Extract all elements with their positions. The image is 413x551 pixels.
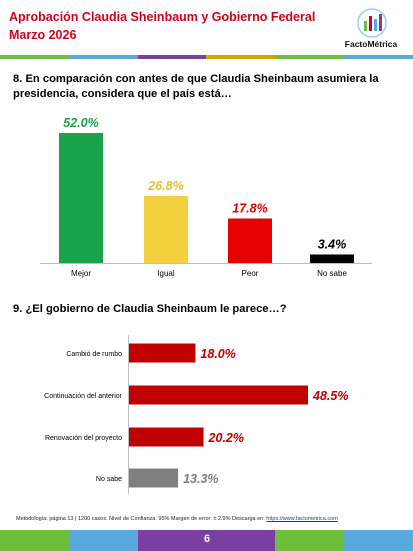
footer-bar <box>0 530 413 551</box>
category-label: No sabe <box>317 269 347 278</box>
logo-icon <box>357 8 387 38</box>
category-label: Igual <box>157 269 175 278</box>
factometrica-logo: FactoMétrica <box>334 6 408 52</box>
download-link[interactable]: https://www.factometrica.com <box>266 516 338 522</box>
footer-segment-2 <box>137 530 207 551</box>
category-label: Renovación del proyecto <box>45 435 122 442</box>
methodology-text: Metodología: página 13 | 1200 casos. Niv… <box>16 516 267 522</box>
bar-no-sabe <box>310 254 354 263</box>
question-8: 8. En comparación con antes de que Claud… <box>13 73 379 100</box>
footer-segment-4 <box>275 530 345 551</box>
category-label: Peor <box>242 269 259 278</box>
page-subtitle: Marzo 2026 <box>9 28 77 42</box>
data-label: 52.0% <box>63 116 98 130</box>
footer-segment-1 <box>68 530 138 551</box>
stripe-segment-5 <box>344 55 413 59</box>
data-label: 48.5% <box>312 389 348 403</box>
stripe-segment-0 <box>0 55 69 59</box>
bar-renovación-del-proyecto <box>129 427 204 447</box>
chart-question-8: 52.0% Mejor 26.8% Igual 17.8% Peor 3.4% No sabe <box>40 116 372 278</box>
page-title: Aprobación Claudia Sheinbaum y Gobierno … <box>9 10 316 24</box>
footer-segment-0 <box>0 530 69 551</box>
bar-igual <box>144 196 188 263</box>
bar-peor <box>228 218 272 263</box>
stripe-segment-1 <box>68 55 138 59</box>
data-label: 26.8% <box>147 179 183 193</box>
bar-cambió-de-rumbo <box>129 343 196 363</box>
bar-no-sabe <box>129 468 179 488</box>
category-label: Mejor <box>71 269 91 278</box>
bar-mejor <box>59 133 103 263</box>
category-label: Continuación del anterior <box>44 393 122 400</box>
question-9: 9. ¿El gobierno de Claudia Sheinbaum le … <box>13 303 287 315</box>
category-label: No sabe <box>96 476 122 483</box>
data-label: 17.8% <box>232 202 267 216</box>
category-label: Cambió de rumbo <box>66 351 122 358</box>
footer-segment-5 <box>344 530 413 551</box>
logo-text: FactoMétrica <box>344 39 398 49</box>
data-label: 3.4% <box>318 238 347 252</box>
footer-segment-3 <box>206 530 276 551</box>
chart-question-9: 18.0% Cambió de rumbo 48.5% Continuación de… <box>44 335 348 494</box>
data-label: 13.3% <box>183 472 218 486</box>
bar-continuación-del-anterior <box>129 385 308 405</box>
methodology-note: Metodología: página 13 | 1200 casos. Niv… <box>16 516 338 522</box>
stripe-segment-2 <box>137 55 207 59</box>
stripe-segment-3 <box>206 55 276 59</box>
color-stripe <box>0 55 413 59</box>
stripe-segment-4 <box>275 55 345 59</box>
page-number: 6 <box>203 533 211 545</box>
data-label: 18.0% <box>200 347 235 361</box>
data-label: 20.2% <box>208 431 244 445</box>
